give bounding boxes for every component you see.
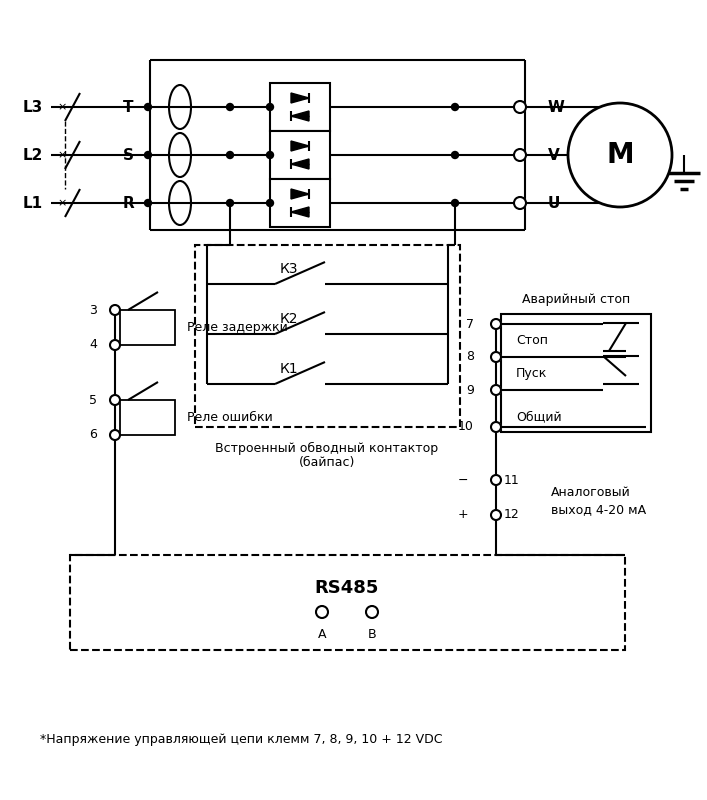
Circle shape [226, 151, 233, 158]
Polygon shape [291, 141, 309, 151]
Text: 9: 9 [466, 383, 474, 397]
Text: Общий: Общий [516, 410, 561, 423]
Bar [270, 179, 330, 227]
Text: M: M [606, 141, 633, 169]
Circle shape [110, 430, 120, 440]
Circle shape [144, 103, 151, 110]
Text: 6: 6 [89, 429, 97, 442]
Circle shape [491, 319, 501, 329]
Circle shape [491, 422, 501, 432]
Text: ×: × [57, 150, 66, 160]
Circle shape [452, 199, 459, 206]
Text: Аналоговый: Аналоговый [551, 486, 631, 499]
Circle shape [267, 199, 274, 206]
Text: Пуск: Пуск [516, 367, 547, 381]
Text: 8: 8 [466, 350, 474, 363]
Text: W: W [548, 99, 565, 114]
Circle shape [491, 352, 501, 362]
Circle shape [568, 103, 672, 207]
Circle shape [226, 199, 233, 206]
Circle shape [144, 151, 151, 158]
Text: RS485: RS485 [315, 579, 379, 597]
Text: 5: 5 [89, 394, 97, 406]
Polygon shape [291, 93, 309, 103]
Bar [195, 245, 460, 427]
Circle shape [110, 305, 120, 315]
Text: L3: L3 [23, 99, 43, 114]
Bar [120, 310, 175, 345]
Polygon shape [291, 111, 309, 121]
Bar [270, 83, 330, 131]
Text: T: T [123, 99, 133, 114]
Text: выход 4-20 мА: выход 4-20 мА [551, 503, 646, 517]
Text: ×: × [57, 198, 66, 208]
Circle shape [452, 151, 459, 158]
Text: U: U [548, 195, 561, 210]
Circle shape [144, 199, 151, 206]
Text: B: B [368, 628, 376, 641]
Text: 10: 10 [458, 421, 474, 434]
Polygon shape [291, 207, 309, 217]
Text: S: S [122, 147, 134, 162]
Text: К2: К2 [280, 312, 298, 326]
Circle shape [491, 475, 501, 485]
Circle shape [491, 385, 501, 395]
Bar [270, 131, 330, 179]
Polygon shape [291, 189, 309, 199]
Circle shape [514, 101, 526, 113]
Text: 7: 7 [466, 318, 474, 330]
Text: (байпас): (байпас) [299, 456, 355, 469]
Text: К1: К1 [280, 362, 298, 376]
Bar [70, 555, 625, 650]
Text: +: + [457, 509, 468, 522]
Circle shape [267, 151, 274, 158]
Text: Встроенный обводный контактор: Встроенный обводный контактор [216, 442, 438, 455]
Text: L2: L2 [23, 147, 43, 162]
Text: R: R [122, 195, 134, 210]
Text: Реле задержки: Реле задержки [187, 321, 288, 334]
Text: К3: К3 [280, 262, 298, 276]
Text: Реле ошибки: Реле ошибки [187, 411, 273, 424]
Circle shape [110, 395, 120, 405]
Circle shape [366, 606, 378, 618]
Text: −: − [457, 474, 468, 486]
Polygon shape [291, 159, 309, 169]
Circle shape [316, 606, 328, 618]
Text: 3: 3 [89, 303, 97, 317]
Text: 12: 12 [504, 509, 520, 522]
Text: *Напряжение управляющей цепи клемм 7, 8, 9, 10 + 12 VDC: *Напряжение управляющей цепи клемм 7, 8,… [40, 734, 443, 746]
Circle shape [514, 149, 526, 161]
Text: 11: 11 [504, 474, 520, 486]
Circle shape [452, 103, 459, 110]
Text: Стоп: Стоп [516, 334, 548, 347]
Circle shape [226, 103, 233, 110]
Text: ×: × [57, 102, 66, 112]
Text: V: V [548, 147, 560, 162]
Text: A: A [317, 628, 326, 641]
Circle shape [491, 510, 501, 520]
Bar [501, 314, 651, 432]
Circle shape [267, 103, 274, 110]
Text: L1: L1 [23, 195, 43, 210]
Circle shape [110, 340, 120, 350]
Bar [120, 400, 175, 435]
Text: 4: 4 [89, 338, 97, 351]
Text: Аварийный стоп: Аварийный стоп [522, 293, 630, 306]
Circle shape [514, 197, 526, 209]
